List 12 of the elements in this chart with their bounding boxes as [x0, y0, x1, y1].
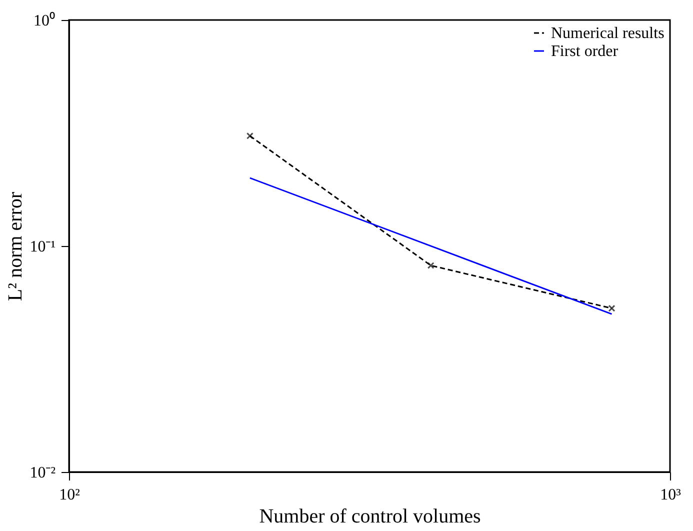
y-axis-title: L² norm error: [4, 192, 27, 302]
legend-label: Numerical results: [551, 25, 664, 42]
y-tick-label: 10⁻²: [30, 464, 56, 482]
y-tick-label: 10⁻¹: [30, 238, 56, 256]
y-tick-label: 10⁰: [34, 12, 56, 30]
point: [608, 304, 616, 312]
point: [246, 132, 254, 140]
legend-label: First order: [551, 43, 619, 60]
x-tick-label: 10²: [59, 486, 80, 504]
point: [427, 262, 434, 269]
x-axis-title: Number of control volumes: [259, 506, 482, 528]
x-tick-label: 10³: [660, 486, 682, 504]
